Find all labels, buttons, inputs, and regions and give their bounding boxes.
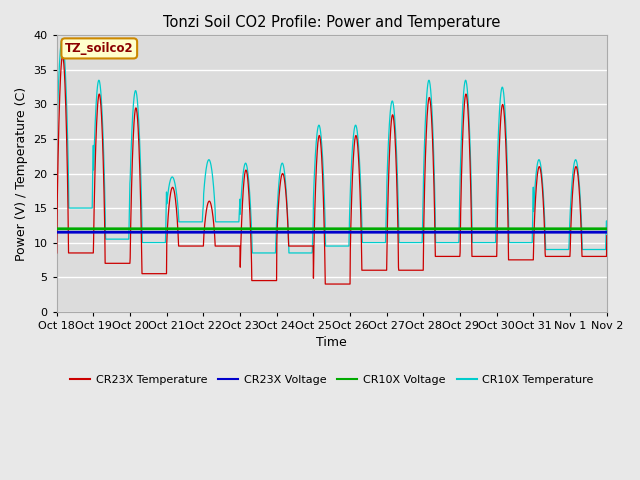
- Title: Tonzi Soil CO2 Profile: Power and Temperature: Tonzi Soil CO2 Profile: Power and Temper…: [163, 15, 500, 30]
- X-axis label: Time: Time: [316, 336, 347, 349]
- Legend: CR23X Temperature, CR23X Voltage, CR10X Voltage, CR10X Temperature: CR23X Temperature, CR23X Voltage, CR10X …: [65, 370, 598, 389]
- Y-axis label: Power (V) / Temperature (C): Power (V) / Temperature (C): [15, 86, 28, 261]
- Text: TZ_soilco2: TZ_soilco2: [65, 42, 134, 55]
